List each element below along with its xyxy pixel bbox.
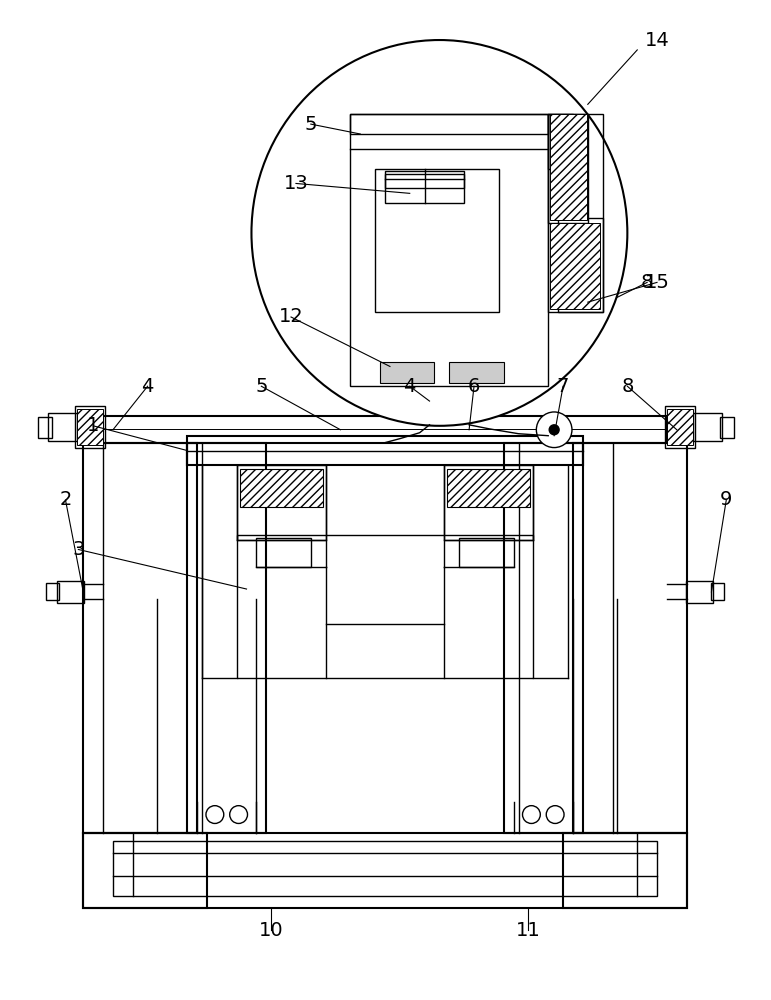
- Bar: [56, 581, 84, 603]
- Text: 5: 5: [255, 377, 268, 396]
- Text: 7: 7: [557, 377, 569, 396]
- Bar: [550, 114, 587, 220]
- Bar: [83, 833, 687, 908]
- Bar: [237, 535, 534, 678]
- Bar: [503, 443, 583, 833]
- Bar: [385, 171, 464, 188]
- Bar: [548, 114, 588, 223]
- Bar: [548, 114, 603, 312]
- Bar: [720, 417, 734, 438]
- Bar: [460, 538, 513, 567]
- Bar: [573, 443, 687, 833]
- Text: 11: 11: [516, 921, 540, 940]
- Ellipse shape: [251, 40, 628, 426]
- Text: 6: 6: [468, 377, 480, 396]
- Text: 2: 2: [59, 490, 72, 509]
- Bar: [45, 583, 59, 600]
- Text: 12: 12: [278, 307, 304, 326]
- Text: 15: 15: [645, 273, 669, 292]
- Text: 10: 10: [259, 921, 284, 940]
- Bar: [257, 538, 311, 567]
- Bar: [83, 833, 207, 908]
- Bar: [692, 413, 722, 441]
- Bar: [444, 465, 534, 540]
- Bar: [113, 841, 657, 896]
- Bar: [667, 409, 692, 445]
- Bar: [350, 114, 548, 134]
- Bar: [380, 362, 435, 383]
- Bar: [187, 443, 266, 833]
- Text: 8: 8: [621, 377, 634, 396]
- Bar: [563, 833, 687, 908]
- Text: 1: 1: [87, 416, 99, 435]
- Text: 3: 3: [72, 540, 85, 559]
- Bar: [38, 417, 52, 438]
- Bar: [350, 114, 548, 386]
- Bar: [103, 416, 667, 443]
- Bar: [665, 406, 695, 448]
- Bar: [83, 443, 197, 833]
- Bar: [375, 169, 499, 312]
- Bar: [685, 581, 713, 603]
- Text: 9: 9: [720, 490, 732, 509]
- Text: 4: 4: [403, 377, 416, 396]
- Bar: [76, 406, 105, 448]
- Bar: [240, 469, 323, 507]
- Text: 8: 8: [641, 273, 653, 292]
- Bar: [187, 436, 583, 465]
- Bar: [558, 218, 603, 312]
- Text: 13: 13: [284, 174, 308, 193]
- Bar: [712, 583, 724, 600]
- Circle shape: [549, 425, 559, 435]
- Bar: [48, 413, 77, 441]
- Bar: [77, 409, 103, 445]
- Bar: [550, 223, 600, 309]
- Bar: [548, 114, 573, 169]
- Text: 4: 4: [141, 377, 153, 396]
- Bar: [237, 465, 325, 540]
- Bar: [447, 469, 530, 507]
- Circle shape: [537, 412, 572, 448]
- Bar: [385, 174, 464, 203]
- Text: 5: 5: [305, 115, 317, 134]
- Text: 14: 14: [645, 31, 669, 50]
- Bar: [449, 362, 503, 383]
